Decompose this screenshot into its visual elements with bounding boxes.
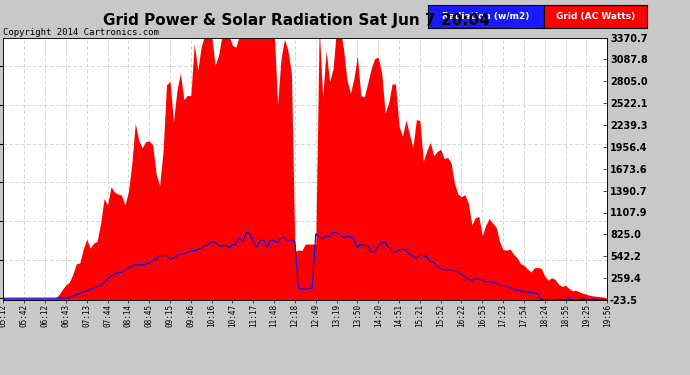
Text: Copyright 2014 Cartronics.com: Copyright 2014 Cartronics.com — [3, 28, 159, 37]
Text: Radiation (w/m2): Radiation (w/m2) — [442, 12, 529, 21]
Text: Grid (AC Watts): Grid (AC Watts) — [556, 12, 635, 21]
Text: Grid Power & Solar Radiation Sat Jun 7 20:04: Grid Power & Solar Radiation Sat Jun 7 2… — [104, 13, 490, 28]
